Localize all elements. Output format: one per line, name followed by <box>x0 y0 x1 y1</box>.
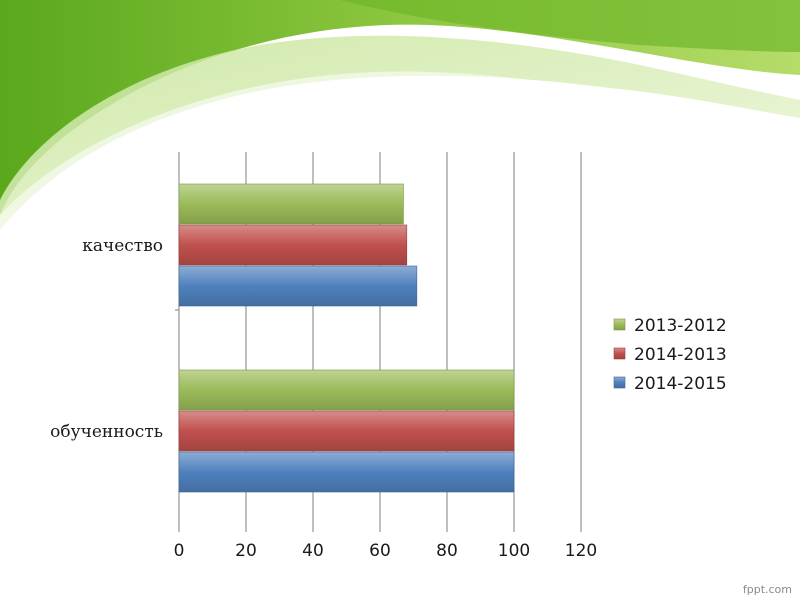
x-tick-label-80: 80 <box>436 541 458 561</box>
category-label-1: качество <box>82 236 163 256</box>
watermark-text: fppt.com <box>742 583 792 596</box>
x-tick-label-60: 60 <box>369 541 391 561</box>
category-label-0: обученность <box>50 422 163 442</box>
x-tick-label-0: 0 <box>174 541 185 561</box>
x-tick-label-20: 20 <box>235 541 257 561</box>
legend-label-2013-2012: 2013-2012 <box>634 316 727 336</box>
legend-label-2014-2015: 2014-2015 <box>634 374 727 394</box>
x-tick-label-120: 120 <box>565 541 597 561</box>
bar-2013-2012-качество <box>178 183 404 225</box>
bar-2014-2015-обученность <box>178 451 515 493</box>
bar-2013-2012-обученность <box>178 369 515 411</box>
legend-swatch-2013-2012 <box>613 318 626 331</box>
bar-2014-2015-качество <box>178 265 418 307</box>
legend-swatch-2014-2013 <box>613 347 626 360</box>
legend-label-2014-2013: 2014-2013 <box>634 345 727 365</box>
bar-2014-2013-обученность <box>178 410 515 452</box>
x-tick-label-100: 100 <box>498 541 530 561</box>
bar-2014-2013-качество <box>178 224 408 266</box>
legend-swatch-2014-2015 <box>613 376 626 389</box>
x-tick-label-40: 40 <box>302 541 324 561</box>
